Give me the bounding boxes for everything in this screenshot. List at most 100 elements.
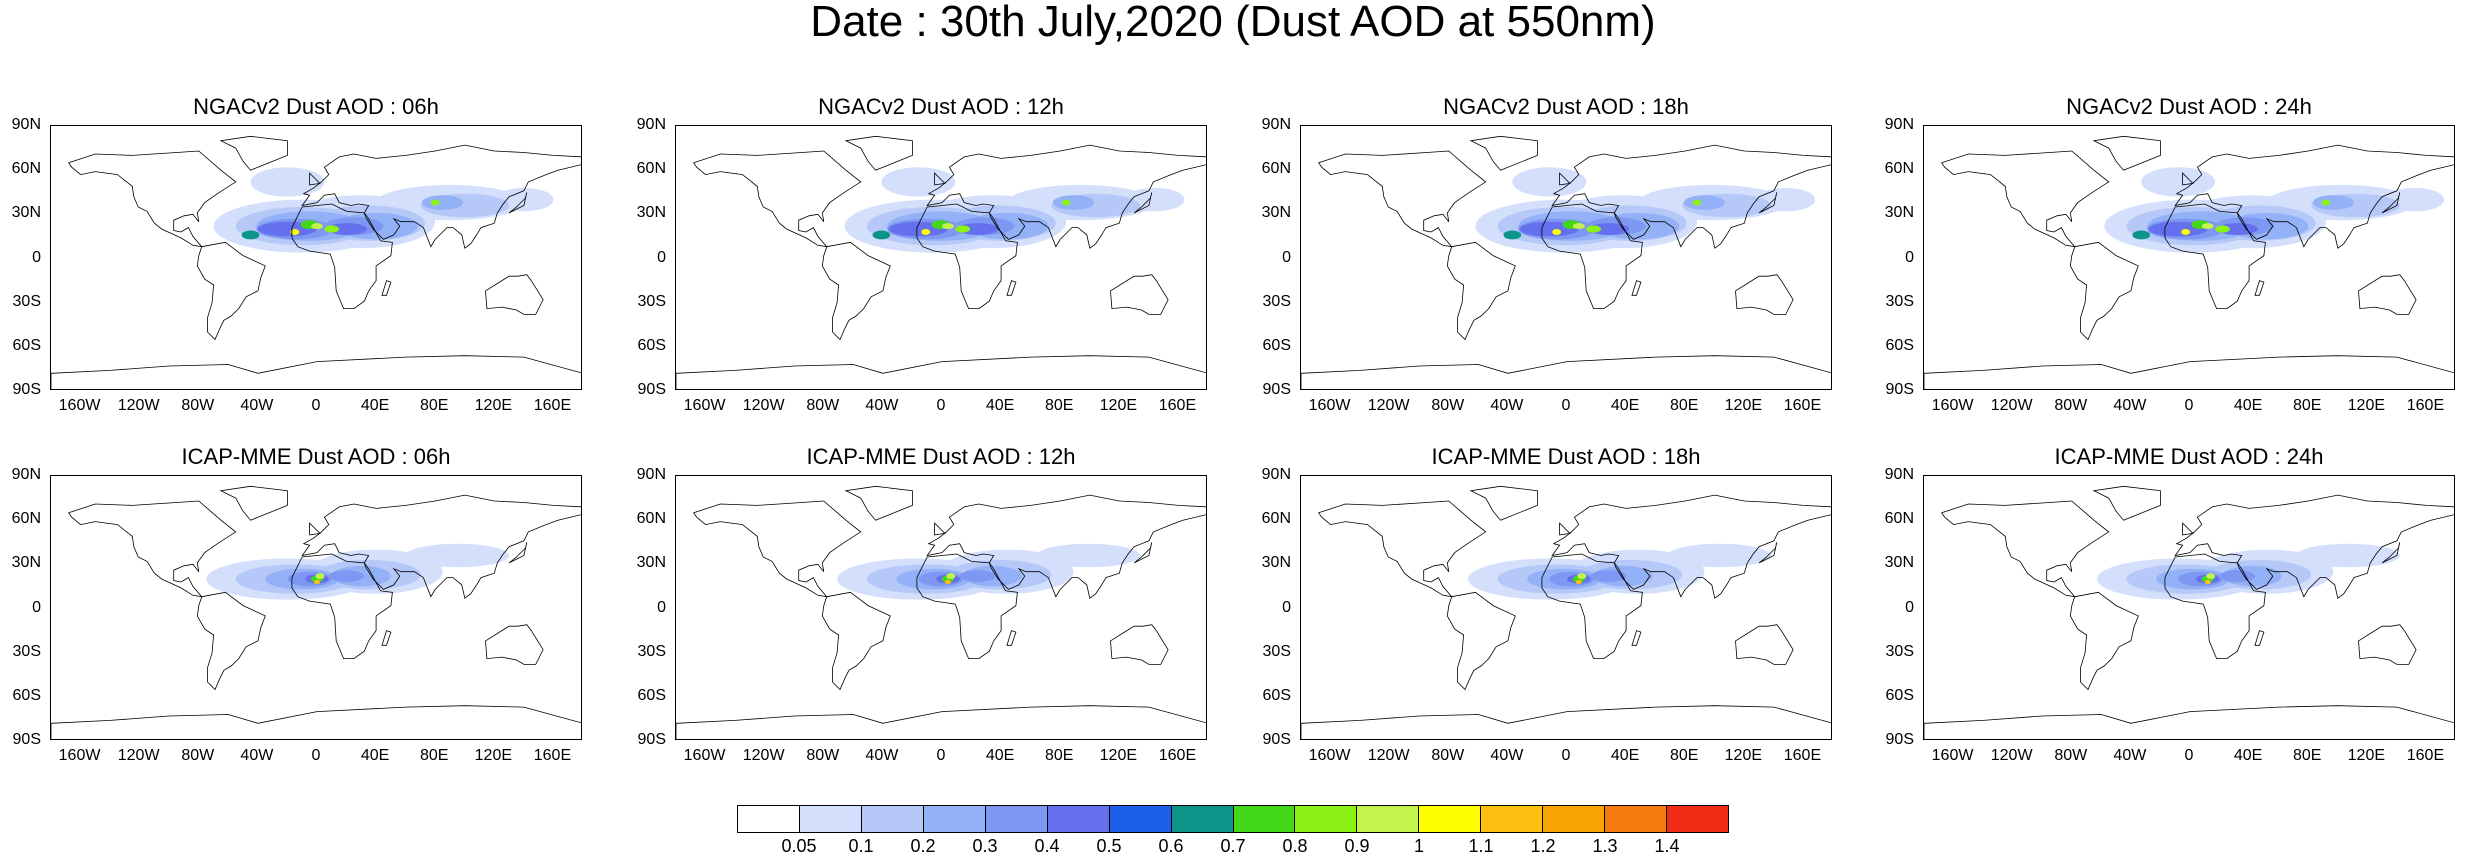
- coastline: [2174, 494, 2454, 599]
- latitude-tick-label: 30N: [1884, 204, 1914, 222]
- map-panel: NGACv2 Dust AOD : 18h 90N 60N 30N 0 30S 60S 90S…: [1250, 95, 1832, 414]
- coastline: [1318, 150, 1487, 248]
- coastline: [676, 705, 1206, 739]
- dust-aod-contour: [881, 167, 956, 197]
- coastline: [926, 144, 1206, 249]
- longitude-tick-label: 0: [1561, 397, 1571, 414]
- longitude-tick-label: 120E: [1724, 747, 1763, 764]
- longitude-tick-label: 160W: [683, 397, 726, 414]
- longitude-tick-label: 40W: [2113, 397, 2147, 414]
- dust-aod-contour: [946, 573, 956, 580]
- panel-title: NGACv2 Dust AOD : 06h: [193, 94, 439, 119]
- coastline: [1006, 630, 1017, 646]
- latitude-tick-label: 30S: [1262, 642, 1291, 660]
- coastline: [68, 500, 237, 598]
- dust-aod-contour: [314, 579, 320, 585]
- coastline: [2164, 553, 2266, 660]
- dust-aod-contour: [1061, 199, 1071, 206]
- dust-aod-contour: [944, 579, 951, 585]
- dust-aod-contour: [1756, 187, 1816, 212]
- dust-aod-contour: [421, 195, 464, 210]
- coastline: [926, 494, 1206, 599]
- colorbar-label: 0.4: [1034, 836, 1060, 856]
- panel-title: ICAP-MME Dust AOD : 06h: [181, 444, 451, 469]
- dust-aod-contour: [2181, 229, 2190, 235]
- coastline: [2092, 485, 2161, 521]
- latitude-tick-label: 90N: [636, 116, 666, 133]
- dust-aod-contour: [1552, 229, 1562, 235]
- coastline: [1941, 150, 2110, 248]
- coastline: [301, 144, 581, 249]
- longitude-tick-label: 40W: [2113, 747, 2147, 764]
- map-panel: NGACv2 Dust AOD : 06h 90N 60N 30N 0 30S 60S 90S…: [0, 95, 582, 414]
- longitude-tick-label: 40E: [1610, 747, 1640, 764]
- longitude-tick-label: 160E: [2406, 397, 2445, 414]
- longitude-tick-label: 120W: [1367, 747, 1410, 764]
- coastline: [2174, 144, 2454, 249]
- coastline: [844, 485, 913, 521]
- longitude-tick-label: 40E: [360, 397, 390, 414]
- longitude-tick-label: 40E: [985, 747, 1015, 764]
- latitude-tick-label: 60N: [1261, 510, 1291, 528]
- longitude-tick-label: 120E: [2347, 397, 2386, 414]
- coastline: [821, 591, 891, 691]
- longitude-tick-label: 120W: [1990, 397, 2033, 414]
- dust-aod-contour: [1587, 223, 1630, 235]
- latitude-tick-label: 30N: [11, 554, 41, 572]
- world-map: [676, 135, 1206, 389]
- coastline: [219, 135, 288, 171]
- colorbar-label: 1.2: [1530, 836, 1556, 856]
- longitude-tick-label: 0: [936, 747, 946, 764]
- coastline: [1110, 274, 1169, 315]
- colorbar-label: 0.8: [1282, 836, 1308, 856]
- dust-aod-contour: [1036, 543, 1141, 568]
- figure-title: Date : 30th July,2020 (Dust AOD at 550nm…: [810, 0, 1656, 46]
- latitude-tick-label: 90N: [1261, 466, 1291, 483]
- coastline: [309, 522, 321, 536]
- latitude-tick-label: 60N: [11, 160, 41, 178]
- longitude-tick-label: 80E: [1044, 747, 1074, 764]
- latitude-tick-label: 60N: [1884, 160, 1914, 178]
- latitude-tick-label: 90S: [12, 381, 41, 398]
- map-plot-area: [675, 125, 1207, 390]
- coastline: [508, 542, 528, 564]
- latitude-tick-label: 60S: [1885, 686, 1914, 704]
- longitude-tick-label: 160W: [1931, 747, 1974, 764]
- panel-title: ICAP-MME Dust AOD : 12h: [806, 444, 1076, 469]
- map-plot-area: [50, 475, 582, 740]
- map-panel: NGACv2 Dust AOD : 12h 90N 60N 30N 0 30S 60S 90S…: [625, 95, 1207, 414]
- longitude-tick-label: 120E: [474, 747, 513, 764]
- coastline: [916, 203, 1018, 310]
- world-map: [676, 485, 1206, 739]
- dust-aod-contour: [1575, 579, 1582, 585]
- longitude-tick-label: 80W: [806, 747, 840, 764]
- coastline: [1446, 241, 1516, 341]
- map-panel: ICAP-MME Dust AOD : 24h 90N 60N 30N 0 30S 60S 9…: [1873, 445, 2455, 764]
- coastline: [1133, 542, 1153, 564]
- colorbar-swatch: [1419, 806, 1482, 832]
- colorbar-swatch: [1233, 806, 1296, 832]
- coastline: [1110, 624, 1169, 665]
- world-map: [51, 485, 581, 739]
- aod-colorbar: [737, 805, 1729, 833]
- longitude-tick-label: 120W: [117, 397, 160, 414]
- colorbar-swatch: [1047, 806, 1110, 832]
- map-panel: ICAP-MME Dust AOD : 06h 90N 60N 30N 0 30S 60S 9…: [0, 445, 582, 764]
- coastline: [1006, 280, 1017, 296]
- latitude-tick-label: 30N: [1261, 204, 1291, 222]
- coastline: [1735, 624, 1794, 665]
- map-plot-area: [675, 475, 1207, 740]
- latitude-tick-label: 90S: [637, 731, 666, 748]
- longitude-tick-label: 160E: [1783, 397, 1822, 414]
- coastline: [1301, 355, 1831, 389]
- colorbar-swatch: [1667, 806, 1728, 832]
- longitude-tick-label: 80E: [419, 397, 449, 414]
- dust-aod-contour: [959, 570, 996, 582]
- latitude-tick-label: 90S: [1885, 381, 1914, 398]
- colorbar-label: 0.7: [1220, 836, 1246, 856]
- dust-aod-contour: [250, 167, 325, 197]
- longitude-tick-label: 80W: [2054, 397, 2088, 414]
- longitude-tick-label: 80E: [1669, 747, 1699, 764]
- latitude-tick-label: 30S: [12, 292, 41, 310]
- panel-title: NGACv2 Dust AOD : 24h: [2066, 94, 2312, 119]
